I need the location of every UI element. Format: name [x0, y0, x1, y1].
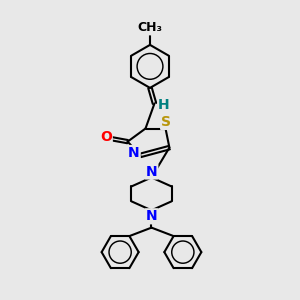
Text: H: H [158, 98, 170, 112]
Text: CH₃: CH₃ [137, 21, 163, 34]
Text: O: O [100, 130, 112, 144]
Text: S: S [161, 115, 171, 129]
Text: N: N [146, 209, 157, 223]
Text: N: N [146, 164, 157, 178]
Text: N: N [128, 146, 140, 160]
